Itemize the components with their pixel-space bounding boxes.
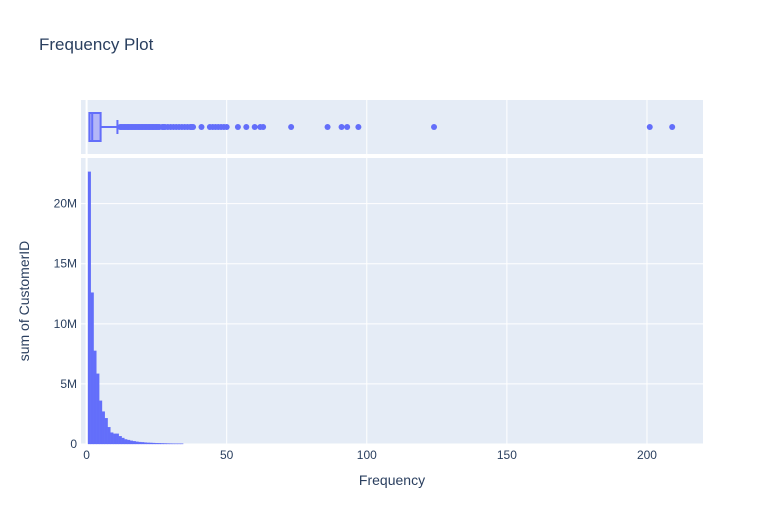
y-tick-label: 15M — [54, 257, 77, 271]
histogram-bar — [155, 443, 159, 445]
box-outlier-point — [234, 124, 241, 130]
chart-title: Frequency Plot — [39, 35, 154, 54]
histogram-panel — [81, 158, 703, 445]
x-tick-label: 200 — [637, 448, 657, 462]
histogram-bar — [129, 440, 133, 445]
histogram-bar — [96, 373, 100, 445]
histogram-background — [81, 158, 703, 444]
histogram-bar — [138, 441, 142, 445]
histogram-bar — [93, 350, 97, 445]
histogram-bar — [110, 432, 114, 445]
box-outlier-point — [198, 124, 205, 130]
histogram-bar — [124, 439, 128, 445]
box-outlier-point — [355, 124, 362, 130]
y-axis-ticks: 0 5M 10M 15M 20M — [54, 197, 78, 451]
histogram-bar — [157, 443, 162, 445]
histogram-bar — [99, 400, 103, 445]
histogram-bar — [135, 441, 139, 445]
x-tick-label: 100 — [357, 448, 377, 462]
box-outlier-point — [223, 124, 230, 130]
box-iqr — [88, 112, 102, 142]
histogram-bar — [149, 442, 153, 445]
boxplot-panel — [81, 100, 703, 154]
histogram-bar — [101, 411, 105, 445]
histogram-bar — [107, 427, 111, 445]
box-outlier-point — [324, 124, 331, 130]
box-outlier-point — [669, 124, 676, 130]
histogram-bar — [113, 433, 117, 445]
histogram-bar — [121, 437, 125, 445]
histogram-bar — [146, 442, 150, 445]
box-outlier-point — [251, 124, 258, 130]
histogram-bar — [90, 292, 94, 445]
histogram-bar — [163, 443, 167, 445]
y-axis-label: sum of CustomerID — [16, 241, 32, 362]
histogram-bar — [132, 441, 136, 445]
x-axis-label: Frequency — [359, 472, 425, 488]
histogram-bar — [118, 436, 122, 445]
histogram-bar — [115, 433, 119, 445]
box-outlier-point — [190, 124, 197, 130]
x-axis-ticks: 0 50 100 150 200 — [83, 448, 657, 462]
box-outlier-point — [344, 124, 351, 130]
x-tick-label: 50 — [220, 448, 234, 462]
x-tick-label: 150 — [497, 448, 517, 462]
y-tick-label: 5M — [60, 377, 77, 391]
box-outlier-point — [431, 124, 438, 130]
histogram-bar — [87, 171, 91, 445]
x-tick-label: 0 — [83, 448, 90, 462]
y-tick-label: 20M — [54, 197, 77, 211]
histogram-bar — [143, 442, 147, 445]
histogram-bar — [152, 442, 156, 445]
box-outlier-point — [260, 124, 267, 130]
histogram-bar — [127, 439, 131, 445]
box-outlier-point — [288, 124, 295, 130]
box-outlier-point — [338, 124, 345, 130]
box-outlier-point — [243, 124, 250, 130]
histogram-bar — [104, 418, 108, 445]
y-tick-label: 10M — [54, 317, 77, 331]
y-tick-label: 0 — [70, 437, 77, 451]
box-outlier-point — [646, 124, 653, 130]
histogram-bar — [160, 443, 164, 445]
histogram-bar — [141, 442, 145, 445]
